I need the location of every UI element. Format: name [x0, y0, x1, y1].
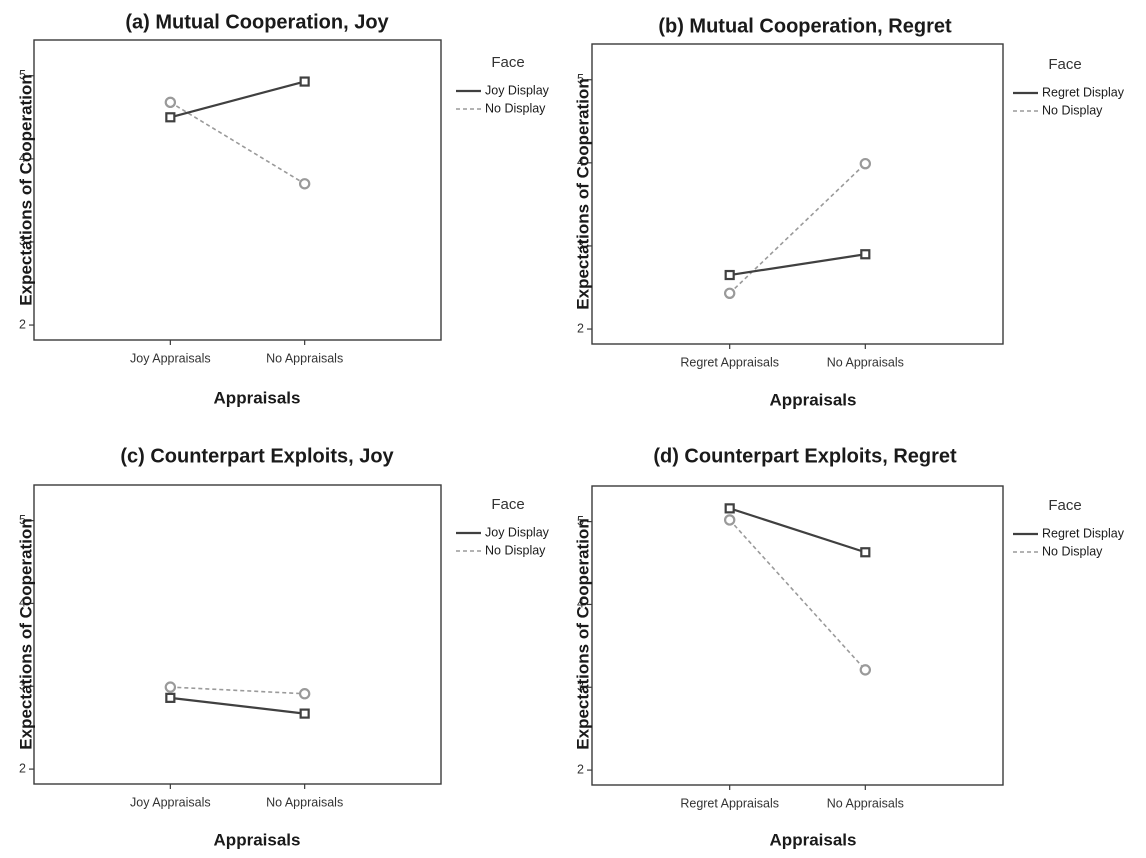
data-point — [299, 76, 310, 87]
y-tick-label: 2 — [19, 317, 26, 331]
data-point — [724, 269, 735, 281]
y-axis-label: Expectations of Cooperation — [573, 78, 592, 309]
series-line — [170, 80, 305, 119]
data-point — [860, 547, 871, 558]
legend-label: Regret Display — [1042, 526, 1125, 540]
y-tick-label: 4 — [577, 155, 584, 169]
chart-panel-3: (c) Counterpart Exploits, Joy 2 3 4 5 Joy App… — [16, 445, 549, 849]
data-point — [299, 708, 310, 719]
y-tick-label: 3 — [577, 680, 584, 694]
data-point — [298, 178, 311, 190]
legend-title: Face — [491, 54, 524, 71]
y-tick-label: 2 — [577, 762, 584, 776]
series-line — [170, 686, 305, 695]
chart-title: (d) Counterpart Exploits, Regret — [653, 445, 957, 467]
data-point — [165, 112, 176, 123]
y-tick-label: 2 — [19, 761, 26, 775]
chart-title: (a) Mutual Cooperation, Joy — [125, 11, 389, 33]
series-joy-display — [165, 76, 310, 123]
legend-label: No Display — [1042, 103, 1103, 117]
legend-title: Face — [491, 496, 524, 513]
plot-frame — [33, 484, 442, 785]
x-tick-label: Regret Appraisals — [680, 355, 779, 369]
data-point — [860, 249, 871, 260]
y-tick-label: 4 — [19, 151, 26, 165]
data-point — [723, 514, 736, 526]
x-tick-label: No Appraisals — [827, 796, 904, 810]
legend: Face Joy Display No Display — [456, 496, 550, 557]
y-axis-label: Expectations of Cooperation — [16, 518, 35, 749]
x-tick-label: No Appraisals — [827, 355, 904, 369]
series-no-display — [164, 681, 311, 700]
legend: Face Joy Display No Display — [456, 54, 550, 115]
data-point — [859, 157, 872, 170]
y-axis-label: Expectations of Cooperation — [573, 518, 592, 749]
data-point — [298, 688, 311, 700]
data-point — [859, 664, 872, 676]
legend-label: Regret Display — [1042, 85, 1125, 99]
chart-panel-1: (a) Mutual Cooperation, Joy 2 3 4 5 Joy Appra… — [16, 11, 549, 407]
legend-label: No Display — [485, 101, 546, 115]
series-line — [169, 101, 306, 185]
x-tick-label: Regret Appraisals — [680, 796, 779, 810]
y-tick-label: 5 — [19, 513, 26, 527]
data-point — [164, 96, 177, 109]
series-line — [729, 519, 866, 671]
series-line — [170, 696, 305, 715]
plot-frame — [33, 39, 442, 341]
x-tick-label: Joy Appraisals — [130, 351, 211, 365]
legend-title: Face — [1048, 497, 1081, 514]
y-tick-label: 3 — [19, 679, 26, 693]
legend-title: Face — [1048, 56, 1081, 73]
legend-label: Joy Display — [485, 83, 550, 97]
chart-panel-4: (d) Counterpart Exploits, Regret 2 3 4 5 Regr… — [573, 445, 1124, 849]
series-regret-display — [724, 503, 871, 558]
y-tick-label: 5 — [577, 72, 584, 86]
chart-panel-2: (b) Mutual Cooperation, Regret 2 3 4 5 Regret… — [573, 15, 1124, 409]
y-tick-label: 5 — [577, 514, 584, 528]
legend-label: Joy Display — [485, 525, 550, 539]
x-axis-label: Appraisals — [214, 830, 301, 849]
y-tick-label: 2 — [577, 321, 584, 335]
y-tick-label: 3 — [577, 238, 584, 252]
series-no-display — [164, 96, 311, 190]
data-point — [164, 681, 177, 693]
x-axis-label: Appraisals — [214, 388, 301, 407]
y-tick-label: 4 — [19, 596, 26, 610]
series-line — [729, 507, 866, 554]
data-point — [723, 287, 736, 300]
series-line — [729, 253, 866, 277]
series-no-display — [723, 514, 872, 676]
series-joy-display — [165, 692, 310, 719]
legend: Face Regret Display No Display — [1013, 56, 1125, 117]
y-tick-label: 4 — [577, 597, 584, 611]
legend-label: No Display — [485, 543, 546, 557]
plot-frame — [591, 485, 1004, 786]
chart-title: (c) Counterpart Exploits, Joy — [120, 445, 394, 467]
x-tick-label: No Appraisals — [266, 795, 343, 809]
series-regret-display — [724, 249, 871, 281]
y-axis-label: Expectations of Cooperation — [16, 74, 35, 305]
x-axis-label: Appraisals — [770, 390, 857, 409]
y-tick-label: 5 — [19, 68, 26, 82]
chart-title: (b) Mutual Cooperation, Regret — [658, 15, 952, 37]
legend: Face Regret Display No Display — [1013, 497, 1125, 558]
x-tick-label: No Appraisals — [266, 351, 343, 365]
y-tick-label: 3 — [19, 234, 26, 248]
plot-frame — [591, 43, 1004, 345]
data-point — [165, 692, 176, 703]
x-tick-label: Joy Appraisals — [130, 795, 211, 809]
data-point — [724, 503, 735, 514]
x-axis-label: Appraisals — [770, 830, 857, 849]
legend-label: No Display — [1042, 544, 1103, 558]
